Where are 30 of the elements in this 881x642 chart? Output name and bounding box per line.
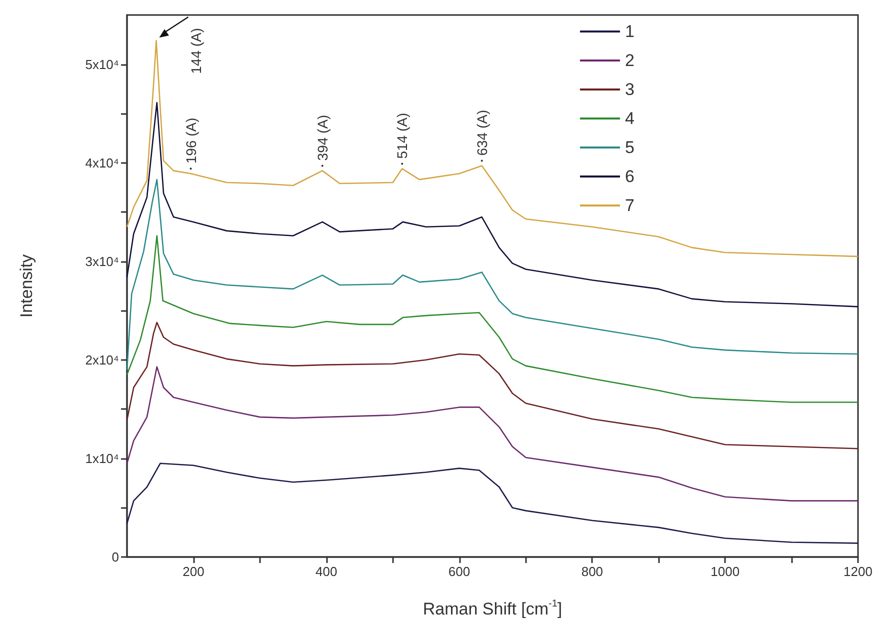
x-tick-label: 1200 xyxy=(844,564,872,579)
x-tick-label: 1000 xyxy=(710,564,740,579)
y-axis-title: Intensity xyxy=(17,254,36,318)
x-tick-label: 200 xyxy=(182,564,204,579)
annotation: 514 (A) xyxy=(394,112,410,159)
legend-label: 3 xyxy=(625,80,634,99)
legend-label: 7 xyxy=(625,196,634,215)
line-series xyxy=(126,102,859,308)
legend-label: 2 xyxy=(625,51,634,70)
legend-label: 1 xyxy=(625,22,634,41)
x-tick-label: 600 xyxy=(448,564,470,579)
line-series xyxy=(126,235,859,403)
line-series xyxy=(126,322,859,450)
x-tick-label: 800 xyxy=(581,564,604,579)
annotation: 394 (A) xyxy=(314,114,330,161)
legend-label: 6 xyxy=(625,167,634,186)
y-tick-label: 4x10⁴ xyxy=(85,155,119,170)
annotation: 144 (A) xyxy=(188,28,204,74)
legend-label: 5 xyxy=(625,138,634,157)
annotation: 196 (A) xyxy=(182,118,199,164)
y-tick-label: 5x10⁴ xyxy=(85,56,119,72)
y-tick-label: 2x10⁴ xyxy=(85,352,119,368)
y-tick-label: 1x10⁴ xyxy=(85,450,119,466)
y-tick-label: 0 xyxy=(112,550,119,564)
legend-label: 4 xyxy=(625,109,634,128)
y-tick-label: 3x10⁴ xyxy=(85,254,119,269)
line-series xyxy=(126,462,859,544)
annotation: 634 (A) xyxy=(474,110,490,156)
line-series xyxy=(126,366,859,502)
x-tick-label: 400 xyxy=(316,564,338,579)
